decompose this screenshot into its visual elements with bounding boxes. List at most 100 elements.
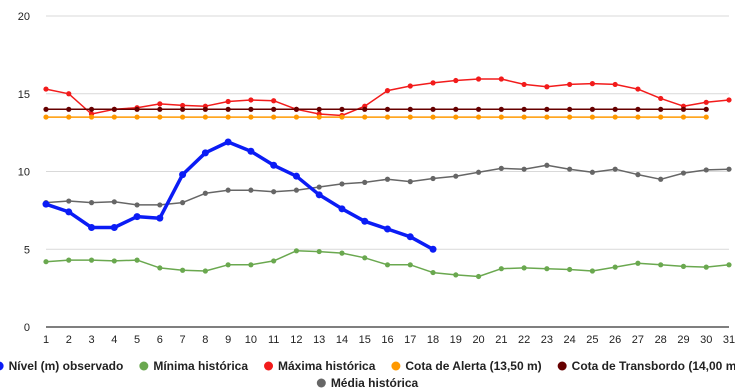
x-tick-label: 7 [180, 334, 186, 346]
data-point [88, 114, 95, 120]
data-point [338, 205, 346, 213]
data-point [430, 269, 436, 276]
data-point [134, 257, 140, 263]
data-point [680, 106, 687, 112]
data-point [567, 106, 573, 112]
data-point [202, 190, 208, 196]
data-point [43, 259, 49, 265]
data-point [453, 106, 459, 112]
data-point [384, 176, 391, 182]
data-point [225, 262, 231, 268]
data-point [498, 76, 504, 82]
data-point [157, 265, 163, 271]
legend-label: Nível (m) observado [9, 359, 124, 373]
x-tick-label: 17 [404, 334, 416, 346]
legend-marker [264, 361, 274, 371]
data-point [224, 138, 232, 146]
data-point [271, 98, 277, 104]
legend-label: Cota de Transbordo (14,00 m) [572, 359, 735, 373]
data-point [157, 101, 163, 107]
data-point [635, 114, 641, 120]
data-point [612, 264, 618, 270]
data-point [201, 149, 209, 157]
data-point [475, 169, 482, 175]
data-point [202, 114, 208, 120]
data-point [612, 106, 618, 112]
x-tick-label: 21 [495, 334, 507, 346]
data-point [544, 114, 550, 120]
data-point [111, 199, 117, 205]
data-point [407, 83, 413, 89]
data-point [271, 106, 277, 112]
data-point [521, 106, 527, 112]
x-tick-label: 31 [723, 334, 735, 346]
data-point [612, 166, 618, 172]
data-point [726, 262, 732, 268]
data-point [362, 179, 368, 185]
x-tick-label: 22 [518, 334, 530, 346]
x-tick-label: 10 [245, 334, 257, 346]
x-tick-label: 5 [134, 334, 140, 346]
series [43, 114, 709, 120]
legend-label: Máxima histórica [278, 359, 376, 373]
data-point [521, 166, 527, 172]
data-point [453, 272, 459, 278]
data-point [362, 114, 368, 120]
data-point [66, 106, 72, 112]
data-point [635, 86, 641, 92]
data-point [134, 114, 140, 120]
data-point [111, 258, 117, 264]
data-point [111, 106, 117, 112]
data-point [475, 114, 482, 120]
data-point [680, 170, 687, 176]
data-point [430, 106, 436, 112]
data-point [658, 95, 664, 102]
data-point [658, 114, 664, 120]
x-tick-label: 27 [632, 334, 644, 346]
data-point [384, 262, 391, 268]
data-point [612, 114, 618, 120]
data-point [134, 106, 140, 112]
data-point [589, 81, 596, 87]
data-point [248, 106, 254, 112]
data-point [544, 162, 550, 168]
data-point [156, 214, 164, 222]
series [42, 138, 437, 253]
data-point [658, 176, 664, 182]
data-point [66, 114, 72, 120]
data-point [406, 233, 414, 241]
y-tick-label: 5 [24, 244, 30, 256]
x-tick-label: 2 [66, 334, 72, 346]
data-point [88, 223, 96, 231]
data-point [157, 106, 163, 112]
data-point [726, 97, 732, 103]
data-point [567, 166, 573, 172]
data-point [429, 245, 437, 253]
data-point [544, 266, 550, 272]
data-point [703, 99, 709, 105]
data-point [430, 175, 436, 182]
data-point [384, 88, 391, 94]
data-point [293, 187, 300, 193]
legend-marker [139, 361, 149, 371]
data-point [316, 248, 322, 255]
data-point [680, 114, 687, 120]
data-point [589, 169, 596, 175]
x-tick-label: 4 [111, 334, 117, 346]
data-point [475, 76, 482, 82]
y-tick-label: 0 [24, 322, 30, 334]
data-point [225, 114, 231, 120]
data-point [271, 189, 277, 195]
legend-label: Média histórica [331, 376, 419, 390]
data-point [339, 181, 345, 187]
x-tick-label: 16 [381, 334, 393, 346]
data-point [248, 114, 254, 120]
data-point [247, 147, 255, 155]
data-point [362, 106, 368, 112]
data-point [248, 187, 254, 193]
data-point [271, 258, 277, 264]
data-point [635, 172, 641, 178]
data-point [567, 266, 573, 273]
data-point [407, 262, 413, 268]
